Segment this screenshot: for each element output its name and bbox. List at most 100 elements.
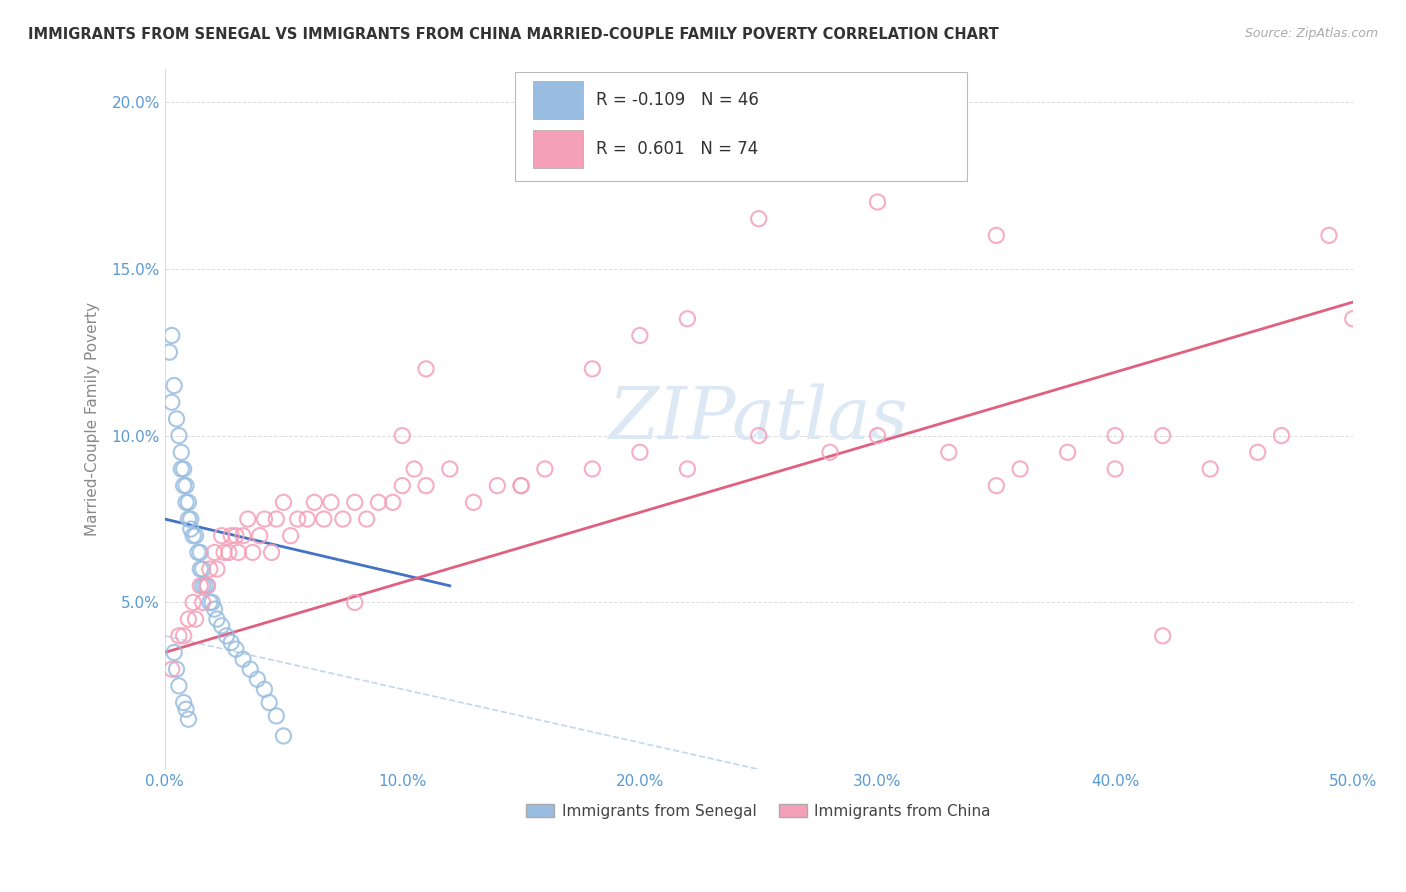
Point — [160, 328, 183, 343]
Point — [194, 579, 217, 593]
Point — [748, 428, 770, 442]
Point — [173, 629, 195, 643]
Point — [866, 194, 889, 209]
Point — [201, 595, 224, 609]
Point — [1341, 311, 1364, 326]
Point — [204, 602, 226, 616]
Point — [676, 462, 699, 476]
Point — [273, 495, 295, 509]
Point — [986, 478, 1008, 492]
Point — [157, 345, 180, 359]
Point — [205, 562, 228, 576]
Point — [1152, 629, 1174, 643]
Point — [1270, 428, 1292, 442]
Point — [219, 635, 242, 649]
Point — [266, 709, 288, 723]
Point — [188, 562, 211, 576]
Point — [197, 579, 219, 593]
Point — [257, 696, 280, 710]
Point — [463, 495, 485, 509]
Point — [167, 679, 190, 693]
Point — [486, 478, 509, 492]
Point — [177, 495, 200, 509]
Point — [188, 579, 211, 593]
Point — [167, 629, 190, 643]
Point — [187, 545, 209, 559]
Y-axis label: Married-Couple Family Poverty: Married-Couple Family Poverty — [86, 301, 100, 536]
Point — [938, 445, 960, 459]
Point — [191, 562, 214, 576]
Point — [273, 729, 295, 743]
Point — [404, 462, 426, 476]
Point — [212, 545, 235, 559]
Point — [163, 646, 186, 660]
Point — [198, 562, 221, 576]
Text: Source: ZipAtlas.com: Source: ZipAtlas.com — [1244, 27, 1378, 40]
FancyBboxPatch shape — [515, 72, 966, 181]
Point — [181, 529, 204, 543]
Point — [170, 462, 193, 476]
Point — [253, 682, 276, 697]
Point — [191, 595, 214, 609]
Point — [211, 619, 233, 633]
Point — [226, 545, 249, 559]
Point — [304, 495, 326, 509]
Point — [319, 495, 342, 509]
Point — [188, 545, 211, 559]
Point — [1152, 428, 1174, 442]
Point — [1317, 228, 1340, 243]
FancyBboxPatch shape — [533, 130, 583, 169]
Point — [253, 512, 276, 526]
Point — [198, 595, 221, 609]
Point — [174, 702, 197, 716]
Point — [628, 328, 651, 343]
Point — [297, 512, 319, 526]
Point — [181, 595, 204, 609]
Point — [510, 478, 533, 492]
FancyBboxPatch shape — [533, 81, 583, 120]
Point — [173, 462, 195, 476]
Point — [197, 579, 219, 593]
Point — [312, 512, 335, 526]
Point — [173, 696, 195, 710]
Point — [174, 495, 197, 509]
Point — [1056, 445, 1078, 459]
Point — [177, 712, 200, 726]
Point — [184, 529, 207, 543]
Point — [343, 595, 366, 609]
Point — [239, 662, 262, 676]
Point — [1104, 462, 1126, 476]
Point — [232, 529, 254, 543]
Point — [204, 545, 226, 559]
Point — [818, 445, 841, 459]
Point — [191, 579, 214, 593]
Point — [439, 462, 461, 476]
Point — [280, 529, 302, 543]
Legend: Immigrants from Senegal, Immigrants from China: Immigrants from Senegal, Immigrants from… — [520, 797, 997, 825]
Point — [866, 428, 889, 442]
Point — [246, 672, 269, 686]
Text: R =  0.601   N = 74: R = 0.601 N = 74 — [596, 140, 758, 158]
Point — [180, 512, 202, 526]
Point — [177, 612, 200, 626]
Point — [391, 428, 413, 442]
Point — [986, 228, 1008, 243]
Point — [356, 512, 378, 526]
Point — [332, 512, 354, 526]
Point — [173, 478, 195, 492]
Point — [215, 629, 238, 643]
Point — [391, 478, 413, 492]
Point — [266, 512, 288, 526]
Point — [236, 512, 259, 526]
Point — [628, 445, 651, 459]
Point — [184, 612, 207, 626]
Point — [166, 412, 188, 426]
Point — [510, 478, 533, 492]
Point — [225, 642, 247, 657]
Point — [177, 512, 200, 526]
Point — [1104, 428, 1126, 442]
Point — [343, 495, 366, 509]
Point — [581, 462, 603, 476]
Point — [415, 478, 437, 492]
Text: ZIPatlas: ZIPatlas — [609, 384, 908, 454]
